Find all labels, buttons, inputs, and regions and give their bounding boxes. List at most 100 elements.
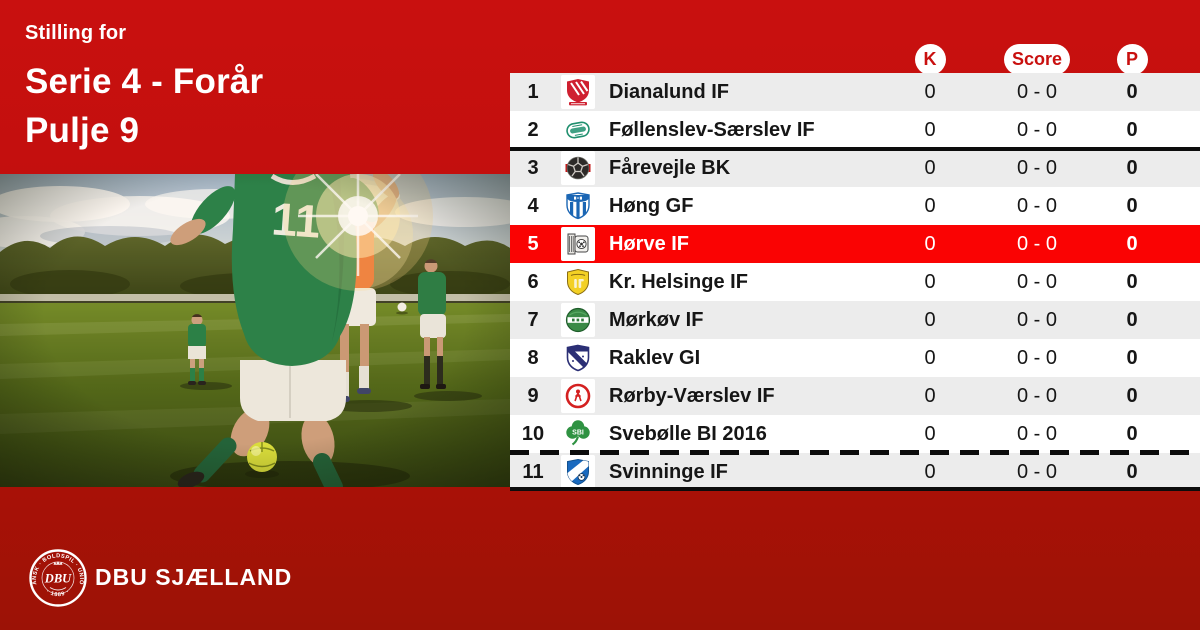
crest-roerby-vaerslev-icon (561, 379, 595, 413)
matches-value: 0 (924, 80, 936, 103)
crest-hoeng-icon (561, 189, 595, 223)
team-name: Svebølle BI 2016 (609, 422, 767, 445)
score-value: 0 - 0 (1016, 422, 1058, 445)
position: 10 (521, 422, 545, 445)
column-header-score: Score (982, 43, 1092, 75)
position: 4 (527, 194, 539, 217)
title-line2: Pulje 9 (25, 111, 140, 150)
relegation-dashed-line (510, 450, 1200, 455)
table-row: 9 Rørby-Værslev IF 0 0 - 0 0 (510, 377, 1200, 415)
team-name: Raklev GI (609, 346, 701, 369)
stadium-photo: 11 (0, 174, 510, 487)
score-value: 0 - 0 (1016, 156, 1058, 179)
crest-moerkoev-icon (561, 303, 595, 337)
crest-follenslev-saerslev-icon (561, 113, 595, 147)
points-value: 0 (1126, 156, 1138, 179)
points-value: 0 (1126, 384, 1138, 407)
score-header-pill: Score (1004, 43, 1070, 75)
matches-value: 0 (924, 384, 936, 407)
k-header-pill: K (914, 43, 946, 75)
team-name: Rørby-Værslev IF (609, 384, 775, 407)
emblem-monogram: DBU (44, 572, 72, 586)
team-name: Føllenslev-Særslev IF (609, 118, 815, 141)
table-row: 6 Kr. Helsinge IF 0 0 - 0 0 (510, 263, 1200, 301)
score-value: 0 - 0 (1016, 460, 1058, 483)
team-name: Mørkøv IF (609, 308, 704, 331)
matches-value: 0 (924, 194, 936, 217)
matches-value: 0 (924, 308, 936, 331)
crest-kr-helsinge-icon (561, 265, 595, 299)
points-value: 0 (1126, 460, 1138, 483)
matches-value: 0 (924, 232, 936, 255)
table-row: 3 Fårevejle BK 0 0 - 0 0 (510, 149, 1200, 187)
score-value: 0 - 0 (1016, 384, 1058, 407)
standings-table: K Score P 1 Dianalund IF 0 0 - 0 0 (510, 43, 1200, 491)
position: 11 (522, 460, 544, 483)
column-header-p: P (1102, 43, 1162, 75)
stadium-photo-art: 11 (0, 174, 510, 487)
brand-name: DBU SJÆLLAND (95, 564, 293, 590)
position: 9 (527, 384, 539, 407)
svg-text:· 1889 ·: · 1889 · (45, 589, 71, 598)
position: 1 (527, 80, 539, 103)
crest-dianalund-icon (561, 75, 595, 109)
promotion-line (510, 147, 1200, 151)
points-value: 0 (1126, 270, 1138, 293)
table-row: 10 SBI Svebølle BI 2016 0 0 - 0 0 (510, 415, 1200, 453)
score-value: 0 - 0 (1016, 270, 1058, 293)
position: 5 (527, 232, 539, 255)
table-bottom-line (510, 487, 1200, 491)
points-value: 0 (1126, 118, 1138, 141)
score-value: 0 - 0 (1016, 308, 1058, 331)
crest-faarevejle-icon (561, 151, 595, 185)
crest-hoerve-icon (561, 227, 595, 261)
title-line1: Serie 4 - Forår (25, 62, 264, 101)
points-value: 0 (1126, 232, 1138, 255)
title-kicker: Stilling for (25, 22, 127, 44)
score-value: 0 - 0 (1016, 346, 1058, 369)
table-row: 11 Svinninge IF 0 0 - 0 0 (510, 453, 1200, 491)
dbu-emblem-icon: DANSK · BOLDSPIL · UNION · 1889 · DBU (28, 548, 87, 607)
team-name: Hørve IF (609, 232, 690, 255)
matches-value: 0 (924, 460, 936, 483)
points-value: 0 (1126, 346, 1138, 369)
team-name: Fårevejle BK (609, 156, 731, 179)
matches-value: 0 (924, 156, 936, 179)
emblem-year-text: · 1889 · (45, 589, 70, 598)
table-row: 1 Dianalund IF 0 0 - 0 0 (510, 73, 1200, 111)
table-row: 4 Høng GF 0 0 - 0 0 (510, 187, 1200, 225)
column-header-k: K (902, 43, 958, 75)
position: 8 (527, 346, 539, 369)
crest-raklev-icon (561, 341, 595, 375)
p-header-pill: P (1116, 43, 1148, 75)
table-row-highlighted: 5 Hørve IF 0 0 - 0 0 (510, 225, 1200, 263)
team-name: Dianalund IF (609, 80, 729, 103)
points-value: 0 (1126, 422, 1138, 445)
position: 2 (527, 118, 539, 141)
matches-value: 0 (924, 346, 936, 369)
table-row: 2 Føllenslev-Særslev IF 0 0 - 0 0 (510, 111, 1200, 149)
points-value: 0 (1126, 194, 1138, 217)
team-name: Høng GF (609, 194, 694, 217)
crest-svebolle-icon: SBI (561, 417, 595, 451)
team-name: Svinninge IF (609, 460, 728, 483)
title-block: Stilling for Serie 4 - Forår Pulje 9 (25, 22, 263, 155)
score-value: 0 - 0 (1016, 194, 1058, 217)
table-row: 7 Mørkøv IF 0 0 - 0 0 (510, 301, 1200, 339)
points-value: 0 (1126, 80, 1138, 103)
matches-value: 0 (924, 118, 936, 141)
crest-svinninge-icon (561, 455, 595, 489)
matches-value: 0 (924, 422, 936, 445)
position: 7 (527, 308, 539, 331)
matches-value: 0 (924, 270, 936, 293)
score-value: 0 - 0 (1016, 232, 1058, 255)
position: 3 (527, 156, 539, 179)
score-value: 0 - 0 (1016, 118, 1058, 141)
position: 6 (527, 270, 539, 293)
crest-letters: SBI (572, 430, 584, 437)
table-row: 8 Raklev GI 0 0 - 0 0 (510, 339, 1200, 377)
score-value: 0 - 0 (1016, 80, 1058, 103)
team-name: Kr. Helsinge IF (609, 270, 748, 293)
points-value: 0 (1126, 308, 1138, 331)
